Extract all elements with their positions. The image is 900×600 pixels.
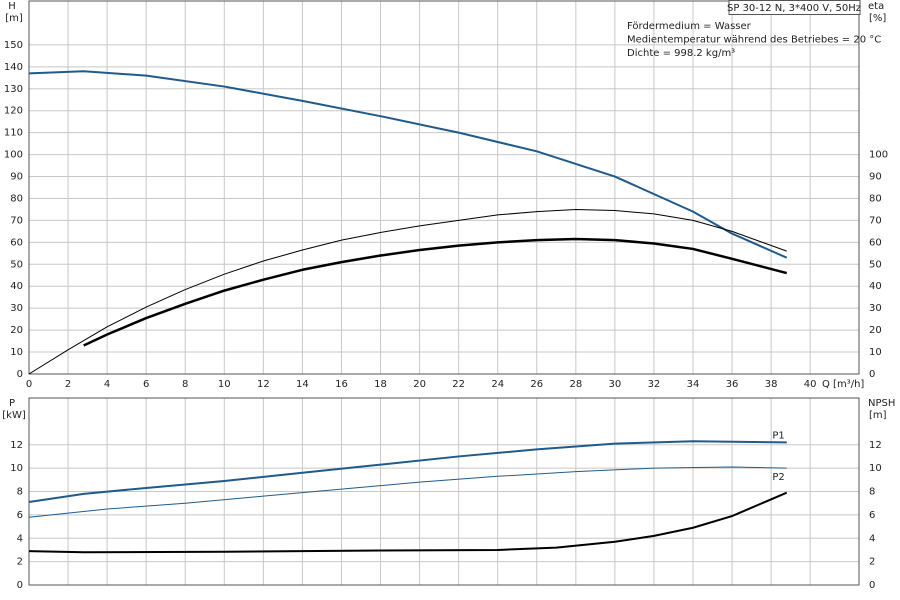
y2-tick-label: 70	[869, 215, 882, 226]
x-tick-label: 30	[609, 379, 622, 390]
y-tick-label: 20	[10, 325, 23, 336]
curve	[28, 70, 788, 259]
y2-tick-label: 4	[869, 533, 875, 544]
y2-axis-unit: [%]	[869, 13, 886, 24]
y-tick-label: 10	[10, 463, 23, 474]
y2-tick-label: 12	[869, 440, 882, 451]
x-axis-title: Q [m³/h]	[822, 379, 864, 390]
y-axis-unit: [m]	[5, 13, 23, 24]
info-note: Dichte = 998.2 kg/m³	[627, 48, 735, 59]
y-tick-label: 10	[10, 347, 23, 358]
x-tick-label: 4	[104, 379, 110, 390]
x-tick-label: 26	[530, 379, 543, 390]
title-box	[728, 0, 861, 15]
x-tick-label: 6	[143, 379, 149, 390]
y2-tick-label: 10	[869, 463, 882, 474]
curve-label: P2	[772, 472, 784, 483]
y-tick-label: 8	[17, 487, 23, 498]
y-tick-label: 2	[17, 557, 23, 568]
y-tick-label: 60	[10, 237, 23, 248]
x-tick-label: 2	[65, 379, 71, 390]
y-tick-label: 50	[10, 259, 23, 270]
info-note: Medientemperatur während des Betriebes =…	[627, 35, 881, 46]
y-tick-label: 150	[4, 40, 23, 51]
y-tick-label: 4	[17, 533, 23, 544]
y-axis-title: P	[9, 398, 15, 409]
curve-label: P1	[772, 430, 784, 441]
x-tick-label: 18	[374, 379, 387, 390]
plot-frame	[28, 397, 860, 586]
y-tick-label: 40	[10, 281, 23, 292]
y-tick-label: 130	[4, 84, 23, 95]
y2-tick-label: 8	[869, 487, 875, 498]
x-tick-label: 16	[335, 379, 348, 390]
plot-frame	[28, 0, 860, 375]
y-tick-label: 70	[10, 215, 23, 226]
y-axis-unit: [kW]	[2, 410, 26, 421]
x-tick-label: 10	[218, 379, 231, 390]
y-tick-label: 30	[10, 303, 23, 314]
y2-tick-label: 30	[869, 303, 882, 314]
y2-axis-title: NPSH	[868, 398, 895, 409]
info-note: Fördermedium = Wasser	[627, 21, 752, 32]
y2-tick-label: 0	[869, 369, 875, 380]
y2-tick-label: 10	[869, 347, 882, 358]
y-tick-label: 80	[10, 193, 23, 204]
x-tick-label: 12	[257, 379, 270, 390]
x-tick-label: 0	[26, 379, 32, 390]
y-tick-label: 0	[17, 369, 23, 380]
y2-tick-label: 50	[869, 259, 882, 270]
curve	[28, 440, 787, 504]
curve	[28, 208, 787, 375]
y2-tick-label: 100	[869, 150, 888, 161]
x-tick-label: 34	[687, 379, 700, 390]
y2-tick-label: 2	[869, 557, 875, 568]
y-tick-label: 110	[4, 128, 23, 139]
y-tick-label: 140	[4, 62, 23, 73]
y-tick-label: 6	[17, 510, 23, 521]
y2-tick-label: 80	[869, 193, 882, 204]
curve	[28, 491, 788, 554]
y2-tick-label: 40	[869, 281, 882, 292]
x-tick-label: 24	[491, 379, 504, 390]
y2-axis-unit: [m]	[869, 410, 887, 421]
curve	[83, 237, 788, 347]
x-tick-label: 14	[296, 379, 309, 390]
y-tick-label: 100	[4, 150, 23, 161]
x-tick-label: 22	[452, 379, 465, 390]
x-tick-label: 8	[182, 379, 188, 390]
y-axis-title: H	[8, 1, 16, 12]
y2-tick-label: 6	[869, 510, 875, 521]
x-tick-label: 38	[765, 379, 778, 390]
curve	[28, 466, 787, 518]
y2-tick-label: 90	[869, 172, 882, 183]
x-tick-label: 32	[648, 379, 661, 390]
y-tick-label: 12	[10, 440, 23, 451]
x-tick-label: 40	[804, 379, 817, 390]
y2-tick-label: 60	[869, 237, 882, 248]
y-tick-label: 90	[10, 172, 23, 183]
x-tick-label: 20	[413, 379, 426, 390]
x-tick-label: 36	[726, 379, 739, 390]
y-tick-label: 120	[4, 106, 23, 117]
y2-tick-label: 20	[869, 325, 882, 336]
chart-title: SP 30-12 N, 3*400 V, 50Hz	[727, 3, 861, 14]
y-tick-label: 0	[17, 580, 23, 591]
y2-tick-label: 0	[869, 580, 875, 591]
y2-axis-title: eta	[868, 1, 884, 12]
x-tick-label: 28	[569, 379, 582, 390]
